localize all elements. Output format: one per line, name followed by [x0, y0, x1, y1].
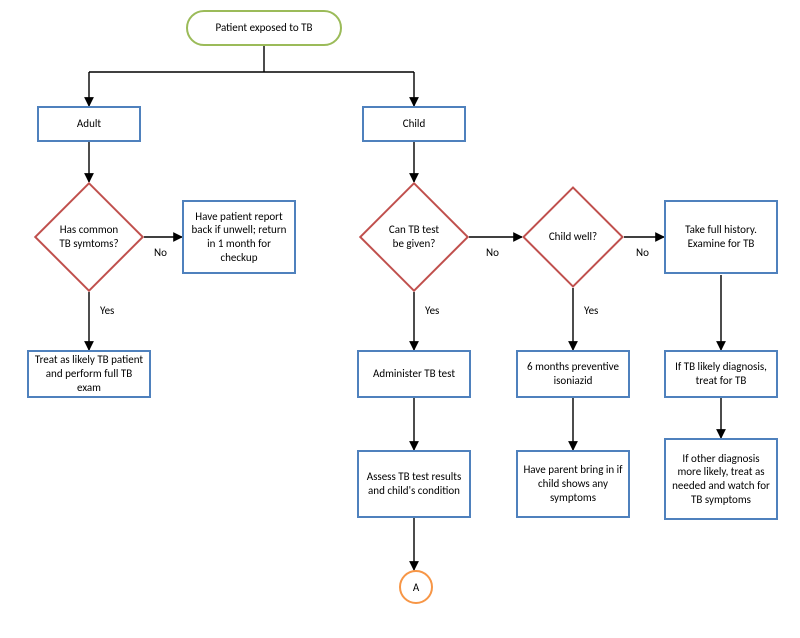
node-start: Patient exposed to TB — [186, 10, 342, 46]
node-assess: Assess TB test results and child's condi… — [357, 450, 471, 518]
label-symptoms-no: No — [154, 246, 167, 259]
node-connector-a: A — [399, 570, 433, 604]
node-child-label: Child — [403, 117, 425, 131]
label-tbtest-no: No — [486, 246, 499, 259]
label-well-yes: Yes — [584, 304, 598, 317]
node-treat-tb: If TB likely diagnosis, treat for TB — [664, 350, 778, 398]
node-q-child-well: Child well? — [537, 201, 609, 273]
node-q-symptoms-label: Has common TB symtoms? — [58, 223, 120, 251]
node-treat-adult: Treat as likely TB patient and perform f… — [27, 350, 151, 398]
node-isoniazid: 6 months preventive isoniazid — [516, 350, 630, 398]
node-q-symptoms: Has common TB symtoms? — [50, 198, 128, 276]
node-isoniazid-label: 6 months preventive isoniazid — [522, 360, 624, 388]
flowchart-arrows — [0, 0, 800, 638]
node-report-back-label: Have patient report back if unwell; retu… — [188, 210, 290, 265]
node-take-history-label: Take full history. Examine for TB — [670, 223, 772, 251]
node-child: Child — [362, 106, 466, 142]
node-administer: Administer TB test — [357, 350, 471, 398]
node-q-tb-test-label: Can TB test be given? — [383, 223, 445, 251]
node-other-dx: If other diagnosis more likely, treat as… — [664, 438, 778, 520]
node-start-label: Patient exposed to TB — [216, 21, 313, 35]
node-adult: Adult — [37, 106, 141, 142]
node-parent-bring: Have parent bring in if child shows any … — [516, 450, 630, 518]
node-assess-label: Assess TB test results and child's condi… — [363, 470, 465, 498]
node-take-history: Take full history. Examine for TB — [664, 200, 778, 274]
node-adult-label: Adult — [77, 117, 101, 131]
label-well-no: No — [636, 246, 649, 259]
node-administer-label: Administer TB test — [373, 367, 455, 381]
node-q-child-well-label: Child well? — [549, 230, 597, 244]
label-symptoms-yes: Yes — [100, 304, 114, 317]
node-q-tb-test: Can TB test be given? — [375, 198, 453, 276]
label-tbtest-yes: Yes — [425, 304, 439, 317]
node-other-dx-label: If other diagnosis more likely, treat as… — [670, 452, 772, 507]
node-treat-adult-label: Treat as likely TB patient and perform f… — [33, 353, 145, 394]
node-connector-a-label: A — [413, 581, 419, 594]
node-report-back: Have patient report back if unwell; retu… — [182, 200, 296, 274]
node-treat-tb-label: If TB likely diagnosis, treat for TB — [670, 360, 772, 388]
node-parent-bring-label: Have parent bring in if child shows any … — [522, 463, 624, 504]
